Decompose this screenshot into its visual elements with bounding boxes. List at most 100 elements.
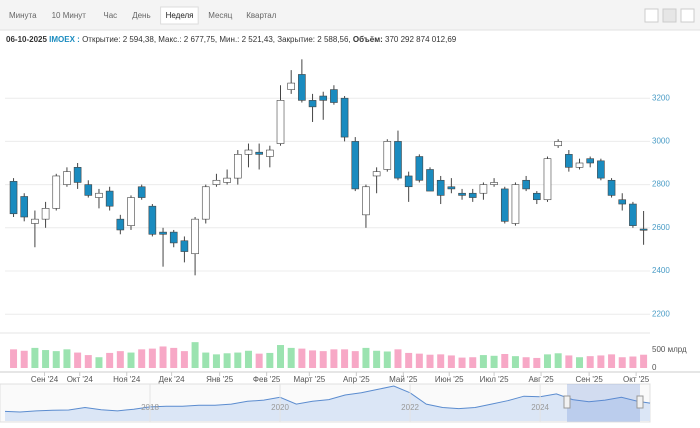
volume-bar (170, 347, 178, 368)
candle-body (31, 218, 39, 224)
navigator-line (4, 385, 651, 413)
candle-body (383, 141, 392, 170)
candle-body (586, 158, 594, 164)
volume-tick-label: 0 (652, 363, 657, 372)
volume-bar (522, 357, 530, 368)
candle-body (500, 188, 509, 222)
volume-bar (341, 349, 349, 368)
candle-body (255, 151, 263, 155)
navigator-label: 2022 (401, 403, 419, 412)
candle-body (426, 169, 434, 192)
navigator-selection[interactable] (567, 384, 640, 422)
x-tick-label: Фев '25 (253, 375, 281, 384)
volume-bar (479, 355, 487, 368)
x-tick-label: Апр '25 (343, 375, 370, 384)
candle-body (298, 74, 306, 101)
candle-body (372, 171, 381, 177)
candle-chart-button[interactable] (662, 8, 677, 23)
volume-bar (319, 351, 327, 368)
volume-bar (138, 349, 146, 368)
volume-bar (84, 355, 92, 368)
candle-body (223, 177, 231, 183)
candle-body (522, 179, 530, 190)
candle-body (201, 186, 210, 220)
x-tick-label: Окт '24 (67, 375, 94, 384)
candle-body (159, 231, 167, 235)
navigator-label: 2020 (271, 403, 289, 412)
candle-body (543, 158, 552, 201)
volume-bar (95, 357, 103, 368)
candle-body (565, 154, 573, 168)
candle-body (116, 218, 125, 231)
volume-tick-label: 500 млрд (652, 345, 687, 354)
y-tick-label: 2800 (652, 180, 670, 189)
info-label: Мин.: (219, 35, 239, 44)
line-chart-button[interactable] (644, 8, 659, 23)
toolbar-border (0, 29, 700, 31)
info-label: Закрытие: (277, 35, 315, 44)
info-value: 2 677,75 (184, 35, 216, 44)
info-separator: , (348, 35, 350, 44)
volume-bar (469, 357, 477, 368)
volume-bar (533, 357, 541, 368)
tab[interactable]: Час (103, 11, 117, 20)
info-separator: , (215, 35, 217, 44)
candle-body (629, 203, 637, 226)
x-tick-label: Окт '25 (623, 375, 650, 384)
y-tick-label: 2600 (652, 223, 670, 232)
volume-bar (212, 354, 220, 368)
x-tick-label: Май '25 (389, 375, 418, 384)
candle-body (490, 182, 498, 185)
x-tick-label: Сен '24 (31, 375, 59, 384)
candle-body (266, 149, 274, 157)
candle-body (436, 179, 445, 196)
candle-body (212, 179, 221, 185)
tab[interactable]: Неделя (166, 11, 194, 20)
candle-body (52, 175, 61, 209)
volume-bar (640, 354, 648, 368)
navigator-handle[interactable] (636, 395, 644, 409)
candle-body (415, 156, 424, 181)
active-tab (160, 6, 199, 25)
candle-body (84, 184, 93, 196)
volume-bar (277, 345, 285, 368)
bar-chart-button[interactable] (680, 8, 695, 23)
volume-bar (106, 352, 114, 368)
info-label: Макс.: (158, 35, 181, 44)
tab[interactable]: Месяц (208, 11, 233, 20)
volume-bar (180, 351, 188, 368)
toolbar (0, 0, 700, 30)
candle-body (468, 192, 477, 198)
volume-bar (159, 346, 167, 368)
tab[interactable]: День (132, 11, 150, 20)
x-tick-label: Сен '25 (575, 375, 603, 384)
info-value: 2 521,43 (242, 35, 274, 44)
candle-body (404, 175, 413, 188)
ticker: IMOEX : (49, 35, 80, 44)
info-line: 06-10-2025 IMOEX : Открытие: 2 594,38, М… (6, 35, 457, 44)
info-separator: , (273, 35, 275, 44)
volume-bar (266, 352, 274, 368)
candle-body (233, 154, 242, 179)
volume-bar (394, 349, 402, 368)
candle-body (351, 141, 360, 190)
tab[interactable]: Минута (9, 11, 37, 20)
plot: 2200 2400 2600 2800 3000 3200 Сен '24 Окт '24 Но… (4, 59, 687, 422)
candle-body (244, 149, 253, 155)
x-tick-label: Март '25 (293, 375, 325, 384)
volume-bar (10, 349, 18, 368)
candle-body (191, 218, 199, 255)
tab[interactable]: Квартал (246, 11, 277, 20)
volume-bar (255, 353, 263, 368)
candle-body (169, 231, 178, 244)
volume-bar (405, 352, 413, 368)
info-label: Объём: (353, 35, 383, 44)
tab[interactable]: 10 Минут (52, 11, 87, 20)
candle-body (73, 167, 82, 183)
volume-bar (52, 351, 60, 368)
info-value: 2 588,56 (317, 35, 349, 44)
navigator-handle[interactable] (563, 395, 571, 409)
volume-bar (287, 347, 295, 368)
candle-body (20, 196, 29, 218)
volume-bar (511, 356, 519, 368)
